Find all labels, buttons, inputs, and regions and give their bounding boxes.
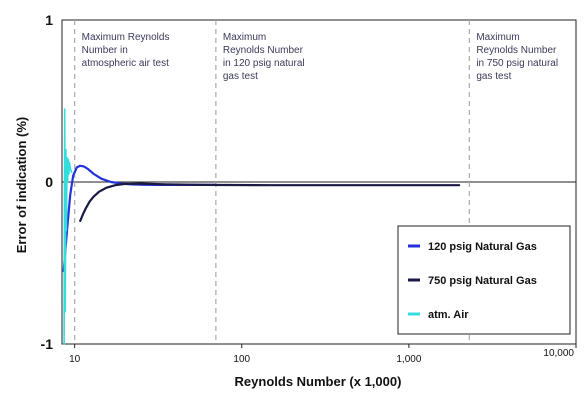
legend-label: 120 psig Natural Gas [428,241,537,253]
x-tick-label: 10,000 [543,348,574,359]
annotation-line-text: gas test [476,71,511,82]
annotation-line-text: Maximum [223,32,266,43]
series-line [63,108,73,345]
x-axis-title: Reynolds Number (x 1,000) [235,374,402,389]
annotation-text: Maximum Reynolds Number in atmospheric air… [82,32,170,69]
series-line [79,182,461,222]
legend-label: atm. Air [428,309,469,321]
annotation-line-text: Maximum [476,32,519,43]
x-tick-label: 1,000 [396,354,421,365]
x-tick-label: 10 [69,354,81,365]
annotation-line-text: Maximum Reynolds [82,32,170,43]
y-tick-label: -1 [41,336,54,352]
annotation-text: Maximum Reynolds Number in 120 psig natura… [223,32,305,82]
annotation-line-text: in 120 psig natural [223,58,305,69]
annotation-line-text: Number in [82,45,128,56]
annotation-line-text: Reynolds Number [476,45,557,56]
annotation-line-text: atmospheric air test [82,58,169,69]
annotation-line-text: Reynolds Number [223,45,304,56]
legend-label: 750 psig Natural Gas [428,275,537,287]
annotation-line-text: in 750 psig natural [476,58,558,69]
y-tick-label: 1 [45,12,53,28]
annotation-line-text: gas test [223,71,258,82]
annotation-text: Maximum Reynolds Number in 750 psig natura… [476,32,558,82]
legend-box [397,225,571,335]
y-tick-label: 0 [45,174,53,190]
x-tick-label: 100 [233,354,250,365]
y-axis-title: Error of indication (%) [14,117,29,254]
